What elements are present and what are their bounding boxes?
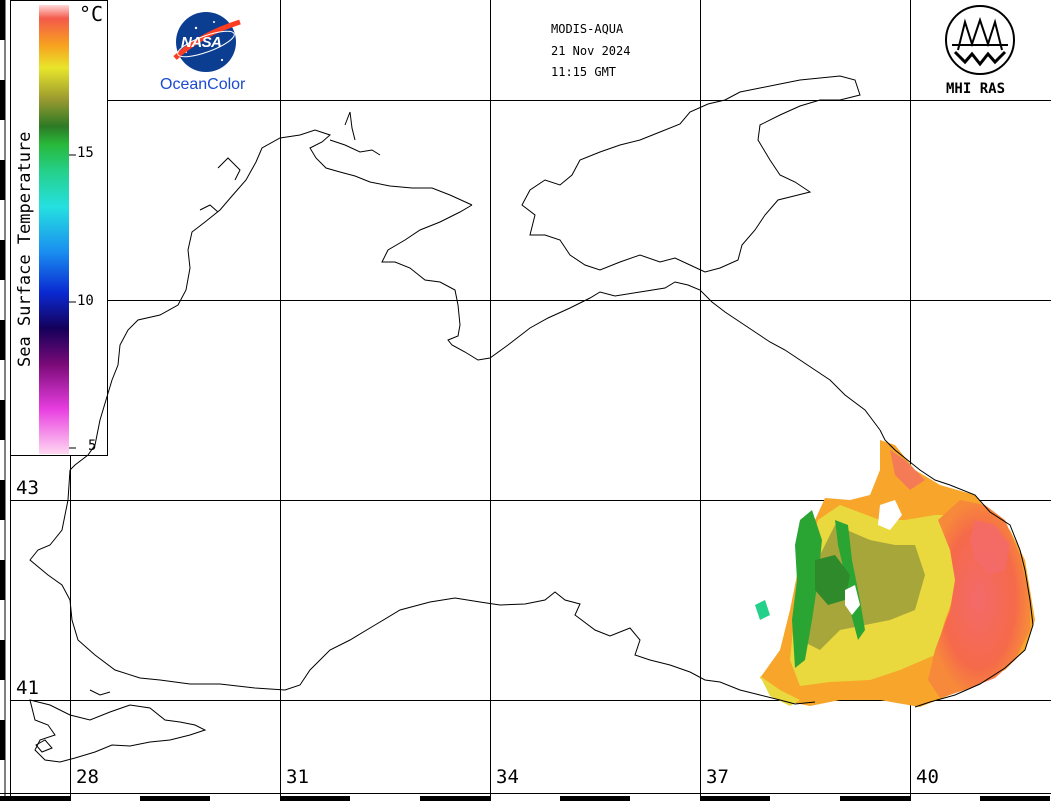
nasa-logo <box>173 12 241 72</box>
coastline <box>29 75 1034 763</box>
colorbar-title: Sea Surface Temperature <box>15 131 35 367</box>
lon-label-31: 31 <box>286 766 309 788</box>
mhi-label: MHI RAS <box>946 81 1006 97</box>
time-label: 11:15 GMT <box>551 65 617 79</box>
lon-label-40: 40 <box>916 766 939 788</box>
lon-label-34: 34 <box>496 766 519 788</box>
sst-data-patch <box>755 440 1035 707</box>
mhi-logo <box>945 5 1015 75</box>
left-scale-bar <box>0 0 11 801</box>
colorbar-tick-5: 5 <box>88 438 97 454</box>
colorbar-tick-10: 10 <box>77 293 94 309</box>
oceancolor-label: OceanColor <box>160 76 246 93</box>
nasa-wordmark: NASA <box>181 34 222 51</box>
lon-label-28: 28 <box>76 766 99 788</box>
bottom-scale-bar <box>0 793 1051 801</box>
sensor-label: MODIS-AQUA <box>551 22 624 36</box>
date-label: 21 Nov 2024 <box>551 44 631 58</box>
lat-lon-grid <box>10 0 1051 801</box>
colorbar-tick-15: 15 <box>77 145 94 161</box>
lon-label-37: 37 <box>706 766 729 788</box>
colorbar-panel <box>10 0 108 456</box>
lat-label-41: 41 <box>16 677 39 699</box>
lat-label-43: 43 <box>16 477 39 499</box>
colorbar-unit: °C <box>79 2 104 26</box>
colorbar-gradient <box>39 5 69 454</box>
